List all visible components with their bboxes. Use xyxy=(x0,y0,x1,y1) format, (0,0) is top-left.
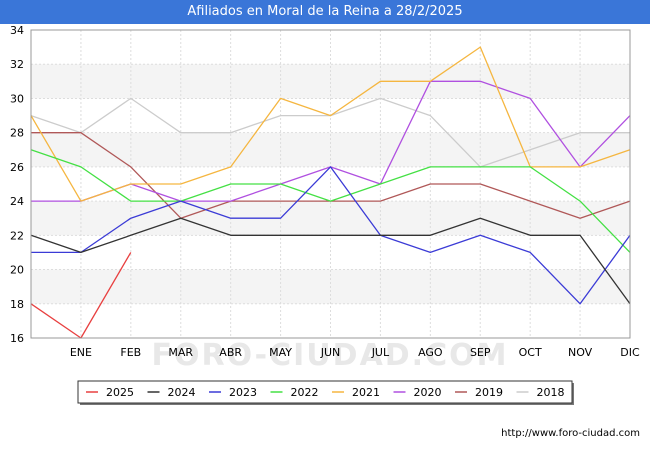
x-tick-label: ABR xyxy=(219,346,242,359)
x-tick-label: JUN xyxy=(320,346,341,359)
y-tick-label: 16 xyxy=(10,332,24,345)
y-tick-label: 28 xyxy=(10,127,24,140)
legend-label-2022: 2022 xyxy=(291,386,319,399)
series-line-2024 xyxy=(30,217,631,305)
series-lines xyxy=(30,46,631,339)
footer-url[interactable]: http://www.foro-ciudad.com xyxy=(501,428,640,439)
chart-title: Afiliados en Moral de la Reina a 28/2/20… xyxy=(0,0,650,24)
legend-label-2023: 2023 xyxy=(229,386,257,399)
grid-band xyxy=(31,132,630,167)
y-tick-label: 24 xyxy=(10,195,24,208)
x-tick-label: OCT xyxy=(519,346,542,359)
x-tick-label: JUL xyxy=(371,346,390,359)
x-tick-label: DIC xyxy=(620,346,640,359)
legend-label-2019: 2019 xyxy=(475,386,503,399)
legend-label-2024: 2024 xyxy=(168,386,196,399)
watermark: FORO-CIUDAD.COM xyxy=(152,338,509,373)
y-tick-label: 32 xyxy=(10,58,24,71)
y-tick-label: 26 xyxy=(10,161,24,174)
legend-label-2020: 2020 xyxy=(414,386,442,399)
x-tick-label: AGO xyxy=(418,346,443,359)
y-tick-label: 30 xyxy=(10,92,24,105)
y-tick-label: 22 xyxy=(10,229,24,242)
series-line-2023 xyxy=(31,166,631,305)
legend-label-2021: 2021 xyxy=(352,386,380,399)
x-tick-label: NOV xyxy=(568,346,593,359)
y-tick-label: 20 xyxy=(10,264,24,277)
x-tick-label: MAR xyxy=(168,346,193,359)
series-line-2022 xyxy=(30,149,631,253)
legend-box xyxy=(77,380,573,404)
legend-label-2018: 2018 xyxy=(537,386,565,399)
legend: 2025 2024 2023 2022 2021 2020 2019 2018 xyxy=(77,380,574,405)
plot-border xyxy=(30,29,631,339)
x-tick-label: FEB xyxy=(120,346,141,359)
grid-band xyxy=(31,64,630,99)
legend-label-2025: 2025 xyxy=(106,386,134,399)
x-tick-label: SEP xyxy=(470,346,491,359)
y-tick-label: 18 xyxy=(10,298,24,311)
x-tick-label: ENE xyxy=(70,346,92,359)
y-tick-label: 34 xyxy=(10,24,24,37)
x-tick-label: MAY xyxy=(269,346,292,359)
axes: 16 18 20 22 24 26 28 30 32 34 ENE FEB MAR ABR MAY JUN JU… xyxy=(10,24,640,359)
